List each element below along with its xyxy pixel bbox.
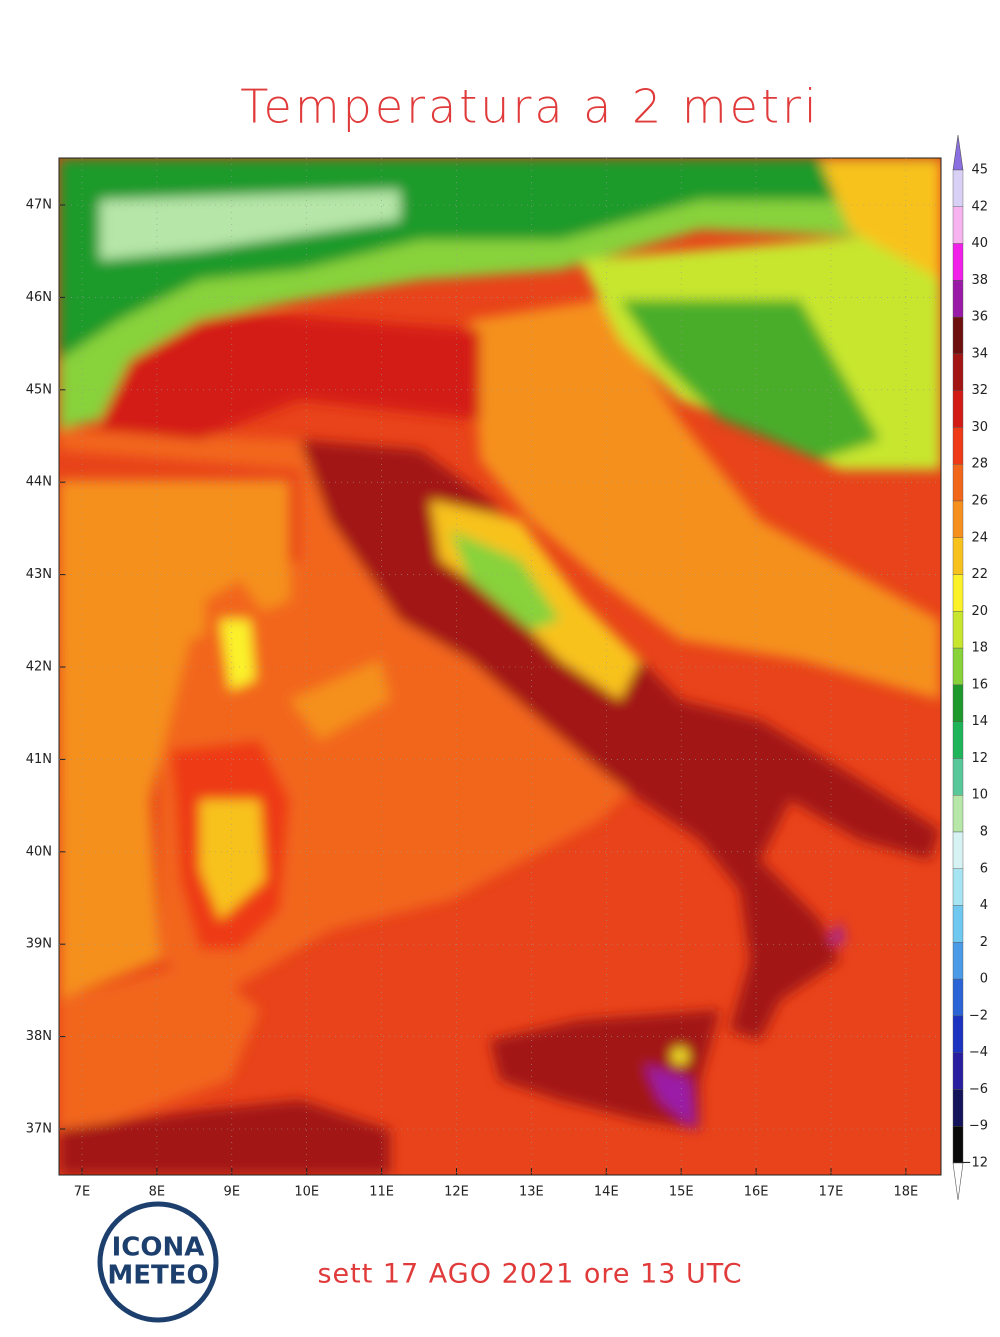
lon-label: 7E [74, 1185, 91, 1200]
colorbar-label: 22 [971, 567, 988, 582]
colorbar-label: −6 [969, 1082, 988, 1097]
colorbar-band [952, 390, 964, 428]
colorbar-band [952, 978, 964, 1017]
lat-label: 44N [26, 475, 52, 490]
colorbar-cap [952, 134, 964, 171]
colorbar-label: 45 [971, 163, 988, 178]
colorbar-band [952, 721, 964, 759]
colorbar-label: 34 [971, 346, 988, 361]
colorbar-band [952, 942, 964, 980]
colorbar-label: 8 [980, 825, 988, 840]
lon-label: 10E [294, 1185, 319, 1200]
colorbar-label: −2 [969, 1008, 988, 1023]
lon-label: 8E [149, 1185, 166, 1200]
colorbar-label: 16 [971, 677, 988, 692]
colorbar-label: 28 [971, 457, 988, 472]
colorbar-label: 4 [980, 898, 988, 913]
logo: ICONA METEO [97, 1201, 219, 1323]
colorbar-band [952, 831, 964, 869]
colorbar-label: 38 [971, 273, 988, 288]
colorbar-band [952, 868, 964, 906]
lon-label: 14E [594, 1185, 619, 1200]
lat-label: 42N [26, 660, 52, 675]
colorbar-band [952, 1052, 964, 1090]
lon-label: 16E [744, 1185, 769, 1200]
colorbar-band [952, 1089, 964, 1127]
colorbar-band [952, 1015, 964, 1053]
colorbar-label: 32 [971, 383, 988, 398]
title: Temperatura a 2 metri [240, 80, 819, 134]
logo-text: METEO [107, 1261, 208, 1291]
colorbar-label: 10 [971, 788, 988, 803]
lon-label: 17E [819, 1185, 844, 1200]
colorbar-band [952, 169, 964, 207]
colorbar-label: 6 [980, 861, 988, 876]
colorbar-cap [952, 1162, 964, 1201]
date-label: sett 17 AGO 2021 ore 13 UTC [317, 1259, 742, 1290]
colorbar-label: 30 [971, 420, 988, 435]
lon-label: 15E [669, 1185, 694, 1200]
colorbar: 4542403836343230282624222018161412108642… [952, 134, 988, 1201]
logo-text: ICONA [112, 1233, 205, 1263]
colorbar-label: 42 [971, 199, 988, 214]
colorbar-band [952, 464, 964, 502]
lat-label: 45N [26, 382, 52, 397]
lat-label: 41N [26, 752, 52, 767]
lon-label: 13E [519, 1185, 544, 1200]
colorbar-band [952, 500, 964, 538]
lon-label: 18E [894, 1185, 919, 1200]
colorbar-band [952, 684, 964, 722]
lat-label: 43N [26, 567, 52, 582]
colorbar-band [952, 427, 964, 465]
lat-label: 37N [26, 1122, 52, 1137]
colorbar-label: −4 [969, 1045, 988, 1060]
colorbar-label: 36 [971, 310, 988, 325]
lat-label: 38N [26, 1029, 52, 1044]
lon-label: 11E [369, 1185, 394, 1200]
colorbar-band [952, 243, 964, 281]
colorbar-label: 0 [980, 972, 988, 987]
colorbar-band [952, 353, 964, 391]
colorbar-band [952, 758, 964, 796]
colorbar-band [952, 611, 964, 649]
colorbar-label: −9 [969, 1119, 988, 1134]
temperature-map [59, 158, 941, 1175]
lon-label: 9E [224, 1185, 241, 1200]
colorbar-band [952, 316, 964, 355]
colorbar-label: 20 [971, 604, 988, 619]
lat-label: 47N [26, 198, 52, 213]
colorbar-label: 26 [971, 494, 988, 509]
lat-label: 40N [26, 844, 52, 859]
lat-label: 39N [26, 937, 52, 952]
colorbar-label: 12 [971, 751, 988, 766]
lon-label: 12E [444, 1185, 469, 1200]
colorbar-band [952, 280, 964, 318]
colorbar-label: −12 [961, 1156, 988, 1171]
colorbar-label: 40 [971, 236, 988, 251]
colorbar-band [952, 647, 964, 686]
colorbar-label: 2 [980, 935, 988, 950]
colorbar-label: 14 [971, 714, 988, 729]
colorbar-band [952, 905, 964, 943]
colorbar-label: 24 [971, 530, 988, 545]
colorbar-band [952, 574, 964, 612]
axes: 47N 46N 45N 44N 43N 42N 41N 40N 39N 38N 37N 7E 8E 9E 1… [26, 158, 941, 1200]
colorbar-label: 18 [971, 641, 988, 656]
colorbar-band [952, 537, 964, 575]
lat-label: 46N [26, 290, 52, 305]
colorbar-band [952, 206, 964, 244]
logo-ring [97, 1201, 219, 1323]
colorbar-band [952, 795, 964, 833]
